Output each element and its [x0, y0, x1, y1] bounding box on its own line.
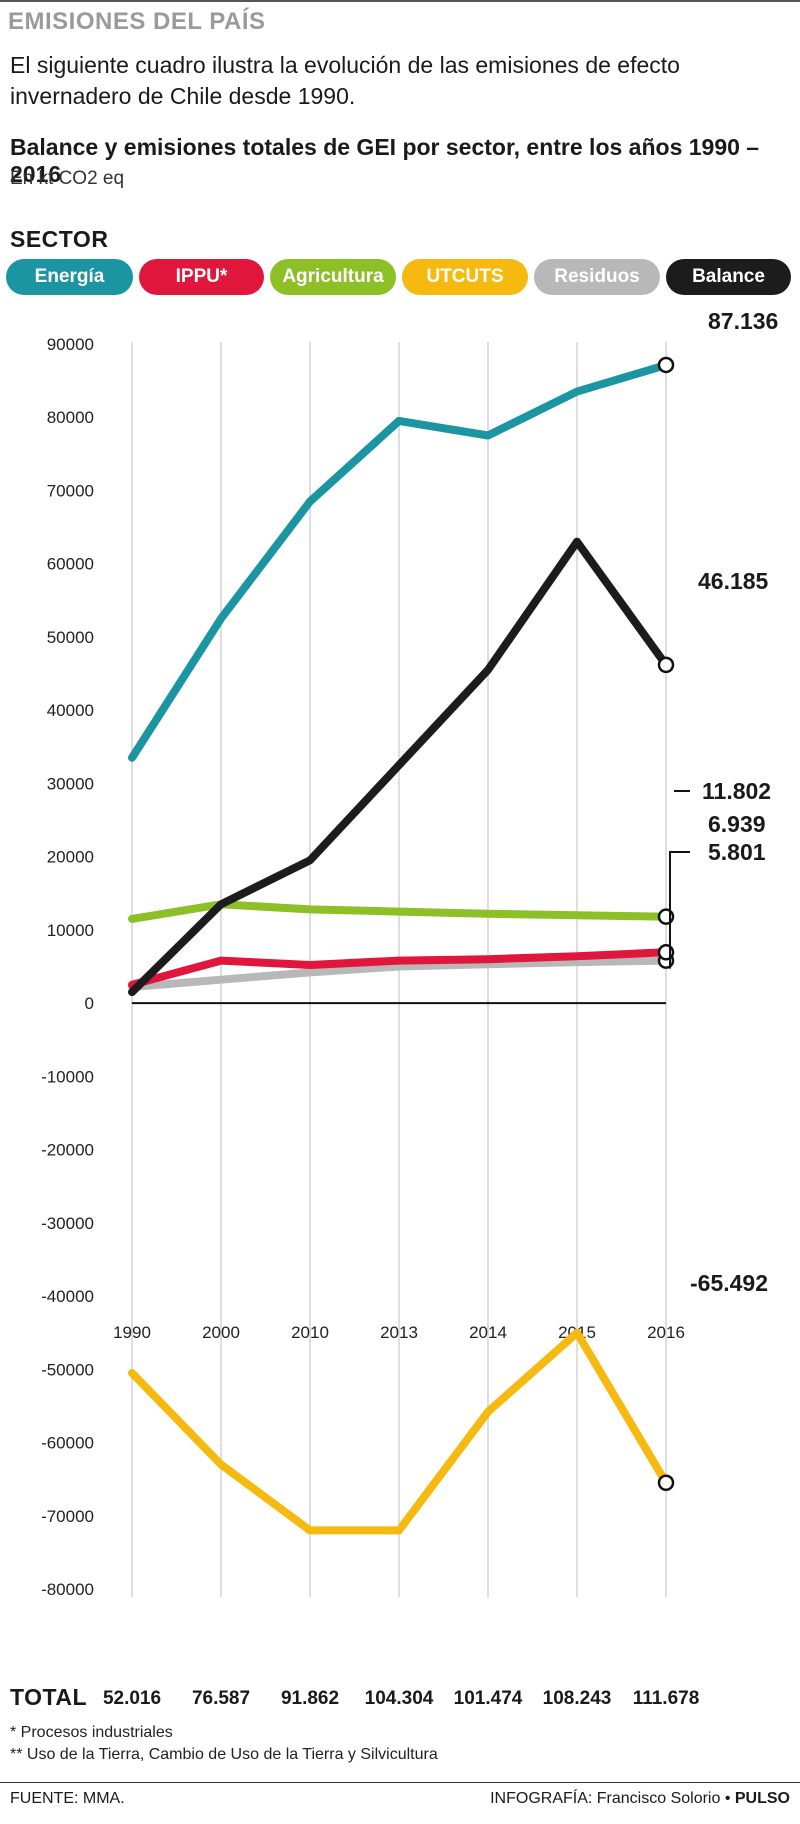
footnote-utcuts: ** Uso de la Tierra, Cambio de Uso de la…: [10, 1746, 438, 1763]
series-line-residuos: [128, 956, 670, 991]
total-value: 108.243: [542, 1688, 612, 1709]
series-line-balance: [128, 537, 670, 997]
y-tick-label: 20000: [47, 848, 94, 867]
x-tick-label: 2013: [380, 1323, 418, 1342]
total-value: 52.016: [102, 1688, 162, 1709]
end-label-agricultura: 11.802: [702, 778, 771, 804]
total-value: 111.678: [632, 1688, 700, 1709]
y-tick-label: -70000: [41, 1507, 94, 1526]
total-value: 101.474: [453, 1688, 523, 1709]
series-line-ippu: [128, 948, 670, 989]
legend-item-balance: Balance: [666, 259, 791, 295]
y-tick-label: -10000: [41, 1067, 94, 1086]
credit-prefix: INFOGRAFÍA: Francisco Solorio •: [490, 1790, 731, 1807]
y-tick-label: 0: [85, 994, 94, 1013]
y-tick-label: -60000: [41, 1434, 94, 1453]
end-label-balance: 46.185: [698, 568, 769, 594]
endpoint-energia: [657, 356, 675, 374]
series-line-utcuts: [128, 1328, 670, 1535]
chart-subtitle: En kt CO2 eq: [10, 168, 125, 189]
y-tick-label: 60000: [47, 555, 94, 574]
source-text: FUENTE: MMA.: [10, 1790, 125, 1807]
totals-label: TOTAL: [10, 1684, 88, 1710]
total-value: 104.304: [364, 1688, 434, 1709]
x-tick-label: 2016: [647, 1323, 685, 1342]
y-tick-label: 50000: [47, 628, 94, 647]
legend-item-energia: Energía: [6, 259, 133, 295]
endpoint-utcuts: [657, 1474, 675, 1492]
endpoint-balance: [657, 656, 675, 674]
end-label-residuos: 5.801: [708, 839, 766, 865]
x-tick-label: 1990: [113, 1323, 151, 1342]
totals-row: TOTAL 52.016 76.587 91.862 104.304 101.474 10…: [0, 1684, 800, 1714]
x-tick-labels: 1990 2000 2010 2013 2014 2015 2016: [113, 1323, 685, 1342]
legend-item-ippu: IPPU*: [139, 259, 264, 295]
series-layer: [128, 356, 675, 1535]
legend-item-utcuts: UTCUTS: [402, 259, 528, 295]
section-title: EMISIONES DEL PAÍS: [8, 8, 266, 35]
y-tick-label: -80000: [41, 1580, 94, 1599]
intro-text: El siguiente cuadro ilustra la evolución…: [10, 52, 680, 109]
legend: Energía IPPU* Agricultura UTCUTS Residuo…: [6, 259, 796, 297]
legend-heading: SECTOR: [10, 226, 109, 252]
bottom-rule: [0, 1782, 800, 1783]
credit-text: INFOGRAFÍA: Francisco Solorio • PULSO: [490, 1790, 790, 1808]
y-tick-label: 40000: [47, 701, 94, 720]
y-tick-label: 10000: [47, 921, 94, 940]
leader-residuos: [669, 851, 690, 969]
y-tick-label: 80000: [47, 408, 94, 427]
line-chart: 9000080000700006000050000400003000020000…: [41, 308, 778, 1599]
y-tick-label: 90000: [47, 335, 94, 354]
y-tick-label: -50000: [41, 1360, 94, 1379]
y-tick-label: 30000: [47, 774, 94, 793]
y-tick-label: -30000: [41, 1214, 94, 1233]
chart-title: Balance y emisiones totales de GEI por s…: [10, 134, 760, 187]
series-line-energia: [128, 361, 670, 762]
x-tick-label: 2000: [202, 1323, 240, 1342]
x-tick-label: 2014: [469, 1323, 507, 1342]
y-tick-label: -40000: [41, 1287, 94, 1306]
footnote-ippu: * Procesos industriales: [10, 1724, 173, 1741]
x-tick-label: 2010: [291, 1323, 329, 1342]
y-tick-label: 70000: [47, 481, 94, 500]
legend-item-residuos: Residuos: [534, 259, 660, 295]
credit-brand: PULSO: [734, 1790, 790, 1807]
end-label-energia: 87.136: [708, 308, 778, 334]
legend-item-agricultura: Agricultura: [270, 259, 396, 295]
end-label-ippu: 6.939: [708, 811, 766, 837]
top-rule: [0, 0, 800, 2]
total-value: 76.587: [191, 1688, 251, 1709]
end-label-utcuts: -65.492: [690, 1270, 768, 1296]
y-tick-labels: 90000 80000 70000 60000 50000 40000 30000 20000…: [41, 335, 94, 1599]
y-tick-label: -20000: [41, 1141, 94, 1160]
total-value: 91.862: [280, 1688, 340, 1709]
